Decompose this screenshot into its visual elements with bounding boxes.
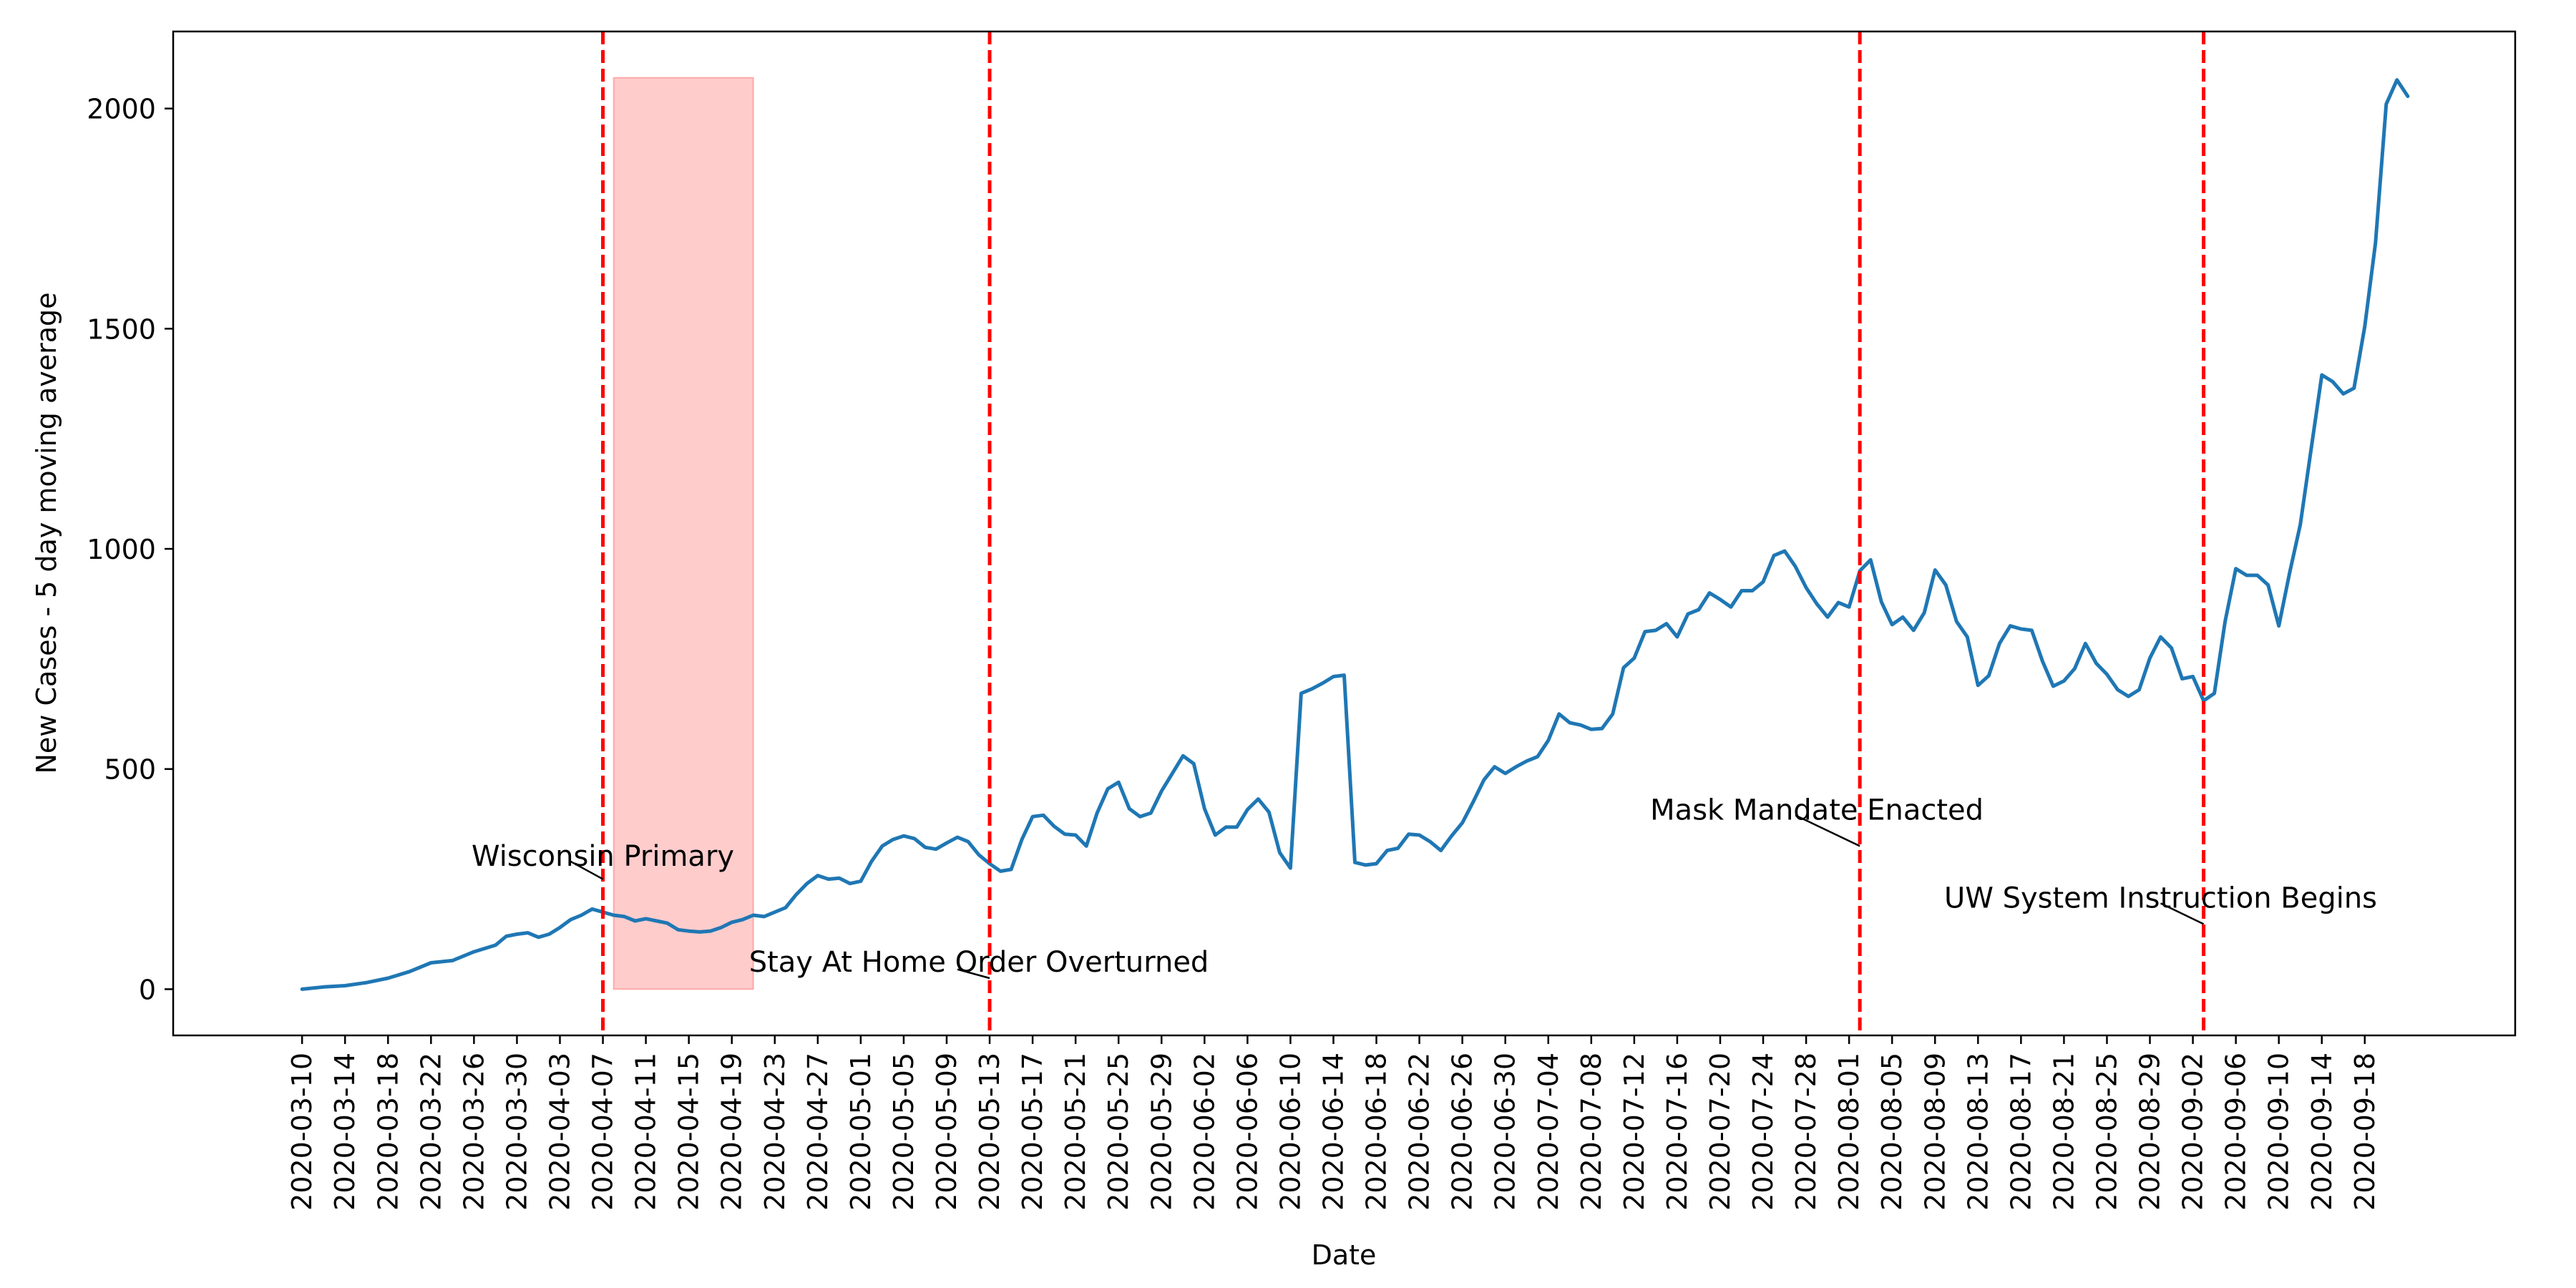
x-tick-label-33: 2020-07-20 bbox=[1704, 1053, 1736, 1211]
x-axis-label: Date bbox=[1312, 1239, 1377, 1271]
x-tick-label-32: 2020-07-16 bbox=[1662, 1053, 1693, 1211]
series-layer bbox=[300, 78, 2410, 991]
x-tick-label-29: 2020-07-04 bbox=[1533, 1053, 1564, 1211]
annotation-arrow-2 bbox=[1795, 814, 1860, 847]
x-tick-label-45: 2020-09-06 bbox=[2220, 1053, 2252, 1211]
x-tick-label-37: 2020-08-05 bbox=[1876, 1053, 1908, 1211]
x-tick-label-41: 2020-08-21 bbox=[2048, 1053, 2079, 1211]
y-axis: 0 500 1000 1500 2000 bbox=[87, 94, 173, 1005]
y-tick-label-1: 500 bbox=[104, 754, 156, 786]
x-tick-label-10: 2020-04-19 bbox=[716, 1053, 748, 1211]
x-tick-label-39: 2020-08-13 bbox=[1962, 1053, 1994, 1211]
x-tick-label-27: 2020-06-26 bbox=[1447, 1053, 1478, 1211]
x-tick-label-40: 2020-08-17 bbox=[2005, 1053, 2036, 1211]
y-axis-label: New Cases - 5 day moving average bbox=[31, 292, 62, 774]
x-tick-label-23: 2020-06-10 bbox=[1274, 1053, 1306, 1211]
x-tick-label-25: 2020-06-18 bbox=[1361, 1053, 1392, 1211]
x-tick-label-43: 2020-08-29 bbox=[2135, 1053, 2166, 1211]
x-tick-label-20: 2020-05-29 bbox=[1146, 1053, 1177, 1211]
annotation-arrow-3 bbox=[2160, 902, 2205, 925]
x-tick-label-18: 2020-05-21 bbox=[1060, 1053, 1091, 1211]
x-axis: 2020-03-10 2020-03-14 2020-03-18 2020-03-22… bbox=[286, 1035, 2381, 1211]
x-tick-label-16: 2020-05-13 bbox=[974, 1053, 1005, 1211]
x-tick-label-21: 2020-06-02 bbox=[1189, 1053, 1220, 1211]
x-tick-label-24: 2020-06-14 bbox=[1318, 1053, 1350, 1211]
shaded-region bbox=[613, 77, 754, 990]
x-tick-label-9: 2020-04-15 bbox=[673, 1053, 705, 1211]
x-tick-label-7: 2020-04-07 bbox=[587, 1053, 619, 1211]
annotation-label-0: Wisconsin Primary bbox=[472, 840, 734, 873]
x-tick-label-30: 2020-07-08 bbox=[1576, 1053, 1607, 1211]
plot-frame bbox=[172, 30, 2517, 1037]
x-tick-label-8: 2020-04-11 bbox=[630, 1053, 662, 1211]
x-tick-label-17: 2020-05-17 bbox=[1017, 1053, 1048, 1211]
annotation-arrow-0 bbox=[570, 860, 604, 880]
x-tick-label-22: 2020-06-06 bbox=[1231, 1053, 1263, 1211]
x-tick-label-14: 2020-05-05 bbox=[888, 1053, 919, 1211]
x-tick-label-26: 2020-06-22 bbox=[1404, 1053, 1435, 1211]
x-tick-label-12: 2020-04-27 bbox=[802, 1053, 834, 1211]
x-tick-label-13: 2020-05-01 bbox=[845, 1053, 877, 1211]
x-tick-label-19: 2020-05-25 bbox=[1103, 1053, 1134, 1211]
x-tick-label-47: 2020-09-14 bbox=[2306, 1053, 2338, 1211]
x-tick-label-2: 2020-03-18 bbox=[372, 1053, 404, 1211]
y-tick-label-3: 1500 bbox=[87, 313, 156, 345]
annotations-layer: Wisconsin Primary Stay At Home Order Over… bbox=[472, 794, 2377, 980]
annotation-label-2: Mask Mandate Enacted bbox=[1650, 794, 1984, 826]
series-line-0 bbox=[300, 78, 2410, 991]
x-tick-label-28: 2020-06-30 bbox=[1490, 1053, 1521, 1211]
x-tick-label-1: 2020-03-14 bbox=[329, 1053, 361, 1211]
annotation-label-1: Stay At Home Order Overturned bbox=[749, 946, 1209, 979]
x-tick-label-31: 2020-07-12 bbox=[1619, 1053, 1650, 1211]
x-tick-label-3: 2020-03-22 bbox=[415, 1053, 447, 1211]
x-tick-label-5: 2020-03-30 bbox=[501, 1053, 532, 1211]
shaded-region-layer bbox=[613, 77, 754, 990]
x-tick-label-11: 2020-04-23 bbox=[759, 1053, 791, 1211]
x-tick-label-4: 2020-03-26 bbox=[458, 1053, 489, 1211]
x-tick-label-46: 2020-09-10 bbox=[2263, 1053, 2295, 1211]
x-tick-label-44: 2020-09-02 bbox=[2177, 1053, 2209, 1211]
x-tick-label-48: 2020-09-18 bbox=[2349, 1053, 2381, 1211]
x-tick-label-35: 2020-07-28 bbox=[1790, 1053, 1822, 1211]
y-tick-label-4: 2000 bbox=[87, 94, 156, 125]
x-tick-label-42: 2020-08-25 bbox=[2092, 1053, 2123, 1211]
annotation-arrow-1 bbox=[957, 968, 990, 980]
x-tick-label-34: 2020-07-24 bbox=[1747, 1053, 1779, 1211]
x-tick-label-6: 2020-04-03 bbox=[545, 1053, 576, 1211]
y-tick-label-2: 1000 bbox=[87, 534, 156, 565]
y-tick-label-0: 0 bbox=[139, 974, 156, 1005]
annotation-label-3: UW System Instruction Begins bbox=[1944, 882, 2377, 915]
x-tick-label-0: 2020-03-10 bbox=[286, 1053, 318, 1211]
x-tick-label-38: 2020-08-09 bbox=[1919, 1053, 1951, 1211]
x-tick-label-36: 2020-08-01 bbox=[1833, 1053, 1865, 1211]
x-tick-label-15: 2020-05-09 bbox=[931, 1053, 962, 1211]
